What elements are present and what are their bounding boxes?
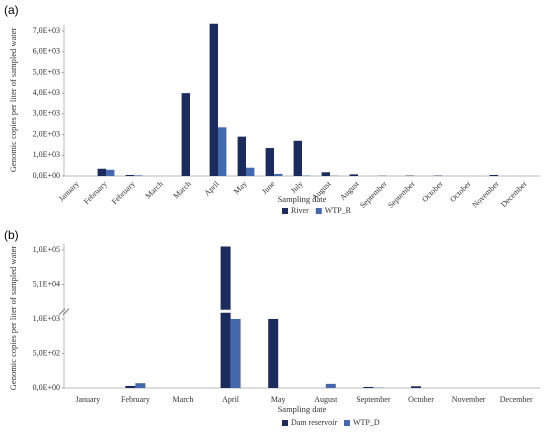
y-tick-label: 5,1E+04: [33, 279, 60, 288]
y-axis-title: Genomic copies per liter of sampled wate…: [8, 246, 18, 391]
x-tick-label: December: [499, 179, 529, 209]
y-axis-title: Genomic copies per liter of sampled wate…: [8, 28, 18, 173]
bar: [220, 246, 231, 388]
x-tick-label: October: [448, 179, 473, 204]
y-tick-label: 7,0E+03: [33, 26, 60, 35]
x-tick-label: August: [314, 395, 338, 404]
legend-swatch: [315, 208, 322, 214]
x-tick-label: September: [358, 179, 389, 210]
bar: [237, 136, 246, 176]
bar: [97, 168, 106, 176]
x-tick-label: September: [386, 179, 417, 210]
bar: [181, 93, 190, 176]
x-tick-label: July: [289, 179, 305, 195]
bar: [230, 318, 241, 388]
x-tick-label: November: [470, 179, 500, 209]
x-tick-label: August: [338, 179, 361, 202]
bar: [268, 318, 279, 388]
bar: [489, 174, 498, 176]
x-tick-label: February: [110, 179, 137, 206]
x-tick-label: December: [500, 395, 533, 404]
x-tick-label: November: [452, 395, 486, 404]
y-tick-label: 5,0E+02: [33, 348, 60, 357]
bar: [125, 385, 136, 388]
bar: [274, 173, 283, 176]
y-tick-label: 1,0E+05: [33, 245, 60, 254]
y-tick-label: 0,0E+00: [33, 171, 60, 180]
x-tick-label: January: [75, 395, 100, 404]
legend-swatch: [282, 208, 288, 214]
x-tick-label: April: [222, 395, 240, 404]
legend-label: WTP_D: [353, 418, 380, 427]
legend-swatch: [343, 420, 350, 426]
x-tick-label: October: [408, 395, 434, 404]
x-axis-title: Sampling date: [278, 404, 327, 414]
bar: [293, 140, 302, 176]
bar: [265, 148, 274, 176]
legend-label: WTP_R: [325, 206, 352, 215]
bar: [363, 386, 374, 388]
bar: [349, 174, 358, 176]
x-tick-label: March: [172, 179, 193, 200]
bar: [135, 383, 146, 388]
bar: [106, 169, 115, 176]
y-tick-label: 1,0E+03: [33, 314, 60, 323]
y-tick-label: 4,0E+03: [33, 88, 60, 97]
panel-label: (b): [4, 228, 19, 242]
bar: [411, 386, 421, 388]
y-tick-label: 5,0E+03: [33, 67, 60, 76]
x-tick-label: March: [173, 395, 194, 404]
bar: [321, 172, 330, 176]
x-tick-label: April: [202, 179, 221, 198]
y-tick-label: 2,0E+03: [33, 129, 60, 138]
x-tick-label: September: [356, 395, 391, 404]
x-tick-label: October: [420, 179, 445, 204]
y-tick-label: 6,0E+03: [33, 47, 60, 56]
legend-label: River: [291, 206, 309, 215]
x-tick-label: June: [260, 179, 277, 196]
x-tick-label: May: [232, 179, 249, 196]
bar: [218, 127, 227, 176]
x-axis-title: Sampling date: [278, 194, 327, 204]
axis-break-mark: [58, 308, 70, 316]
bar: [246, 167, 255, 176]
bar: [134, 175, 143, 176]
x-tick-label: February: [82, 179, 109, 206]
axis-break-gap: [65, 309, 541, 313]
y-tick-label: 3,0E+03: [33, 109, 60, 118]
bar: [325, 383, 336, 388]
legend-swatch: [282, 420, 288, 426]
y-tick-label: 0,0E+00: [33, 383, 60, 392]
x-tick-label: January: [57, 179, 81, 203]
x-tick-label: May: [271, 395, 286, 404]
bar: [209, 23, 218, 176]
x-tick-label: February: [121, 395, 150, 404]
legend-label: Dam reservoir: [291, 418, 337, 427]
x-tick-label: March: [144, 179, 165, 200]
bar: [125, 174, 134, 176]
panel-label: (a): [4, 3, 19, 17]
y-tick-label: 1,0E+03: [33, 150, 60, 159]
